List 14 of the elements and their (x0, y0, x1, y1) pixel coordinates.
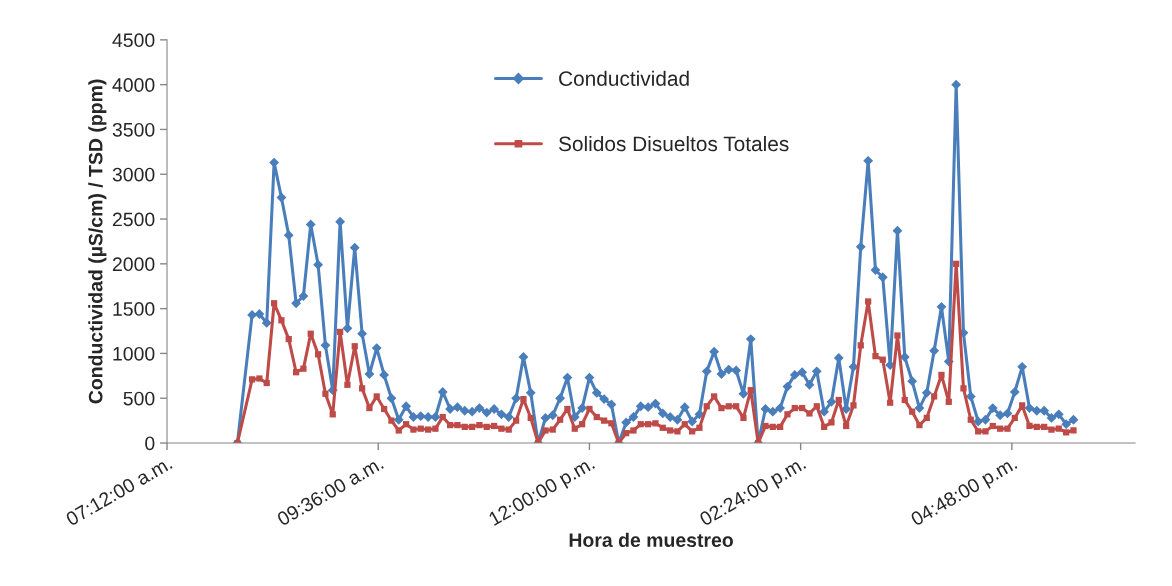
y-tick-label: 2000 (112, 257, 155, 272)
y-axis-title: Conductividad (µS/cm) / TSD (ppm) (88, 79, 107, 404)
y-tick-label: 2500 (112, 212, 155, 227)
y-tick-label: 4000 (112, 78, 155, 92)
y-tick-label: 4500 (112, 33, 155, 48)
legend-label: Solidos Disueltos Totales (558, 135, 789, 152)
y-tick-label: 1000 (113, 346, 155, 361)
legend-label: Conductividad (559, 70, 689, 86)
y-tick-label: 3500 (112, 122, 155, 137)
y-tick-label: 1500 (113, 302, 155, 316)
x-axis-title: Hora de muestreo (569, 532, 733, 548)
y-tick-label: 0 (145, 436, 155, 451)
y-tick-label: 3000 (112, 167, 155, 182)
y-tick-label: 500 (123, 391, 155, 406)
